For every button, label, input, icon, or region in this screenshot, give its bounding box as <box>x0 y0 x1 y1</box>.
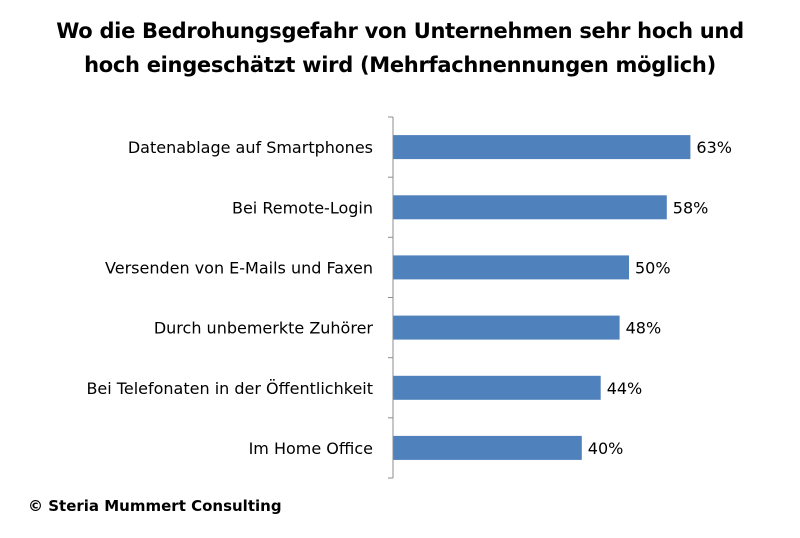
bar <box>393 435 582 460</box>
value-label: 58% <box>673 198 709 217</box>
value-label: 44% <box>607 379 643 398</box>
chart-title-line-1: Wo die Bedrohungsgefahr von Unternehmen … <box>56 19 744 43</box>
value-label: 48% <box>626 319 662 338</box>
category-label: Durch unbemerkte Zuhörer <box>154 319 374 338</box>
category-label: Bei Telefonaten in der Öffentlichkeit <box>86 379 373 398</box>
value-label: 40% <box>588 439 624 458</box>
value-label: 50% <box>635 258 671 277</box>
bar <box>393 135 691 160</box>
category-label: Datenablage auf Smartphones <box>128 138 373 157</box>
chart-title: Wo die Bedrohungsgefahr von Unternehmen … <box>0 14 800 82</box>
source-credit: © Steria Mummert Consulting <box>28 497 282 515</box>
category-label: Versenden von E-Mails und Faxen <box>105 258 373 277</box>
value-label: 63% <box>696 138 732 157</box>
bar <box>393 315 620 340</box>
bar <box>393 255 629 280</box>
category-label: Bei Remote-Login <box>232 198 373 217</box>
bar <box>393 195 667 220</box>
category-label: Im Home Office <box>249 439 373 458</box>
bar <box>393 375 601 400</box>
chart-title-line-2: hoch eingeschätzt wird (Mehrfachnennunge… <box>84 53 716 77</box>
